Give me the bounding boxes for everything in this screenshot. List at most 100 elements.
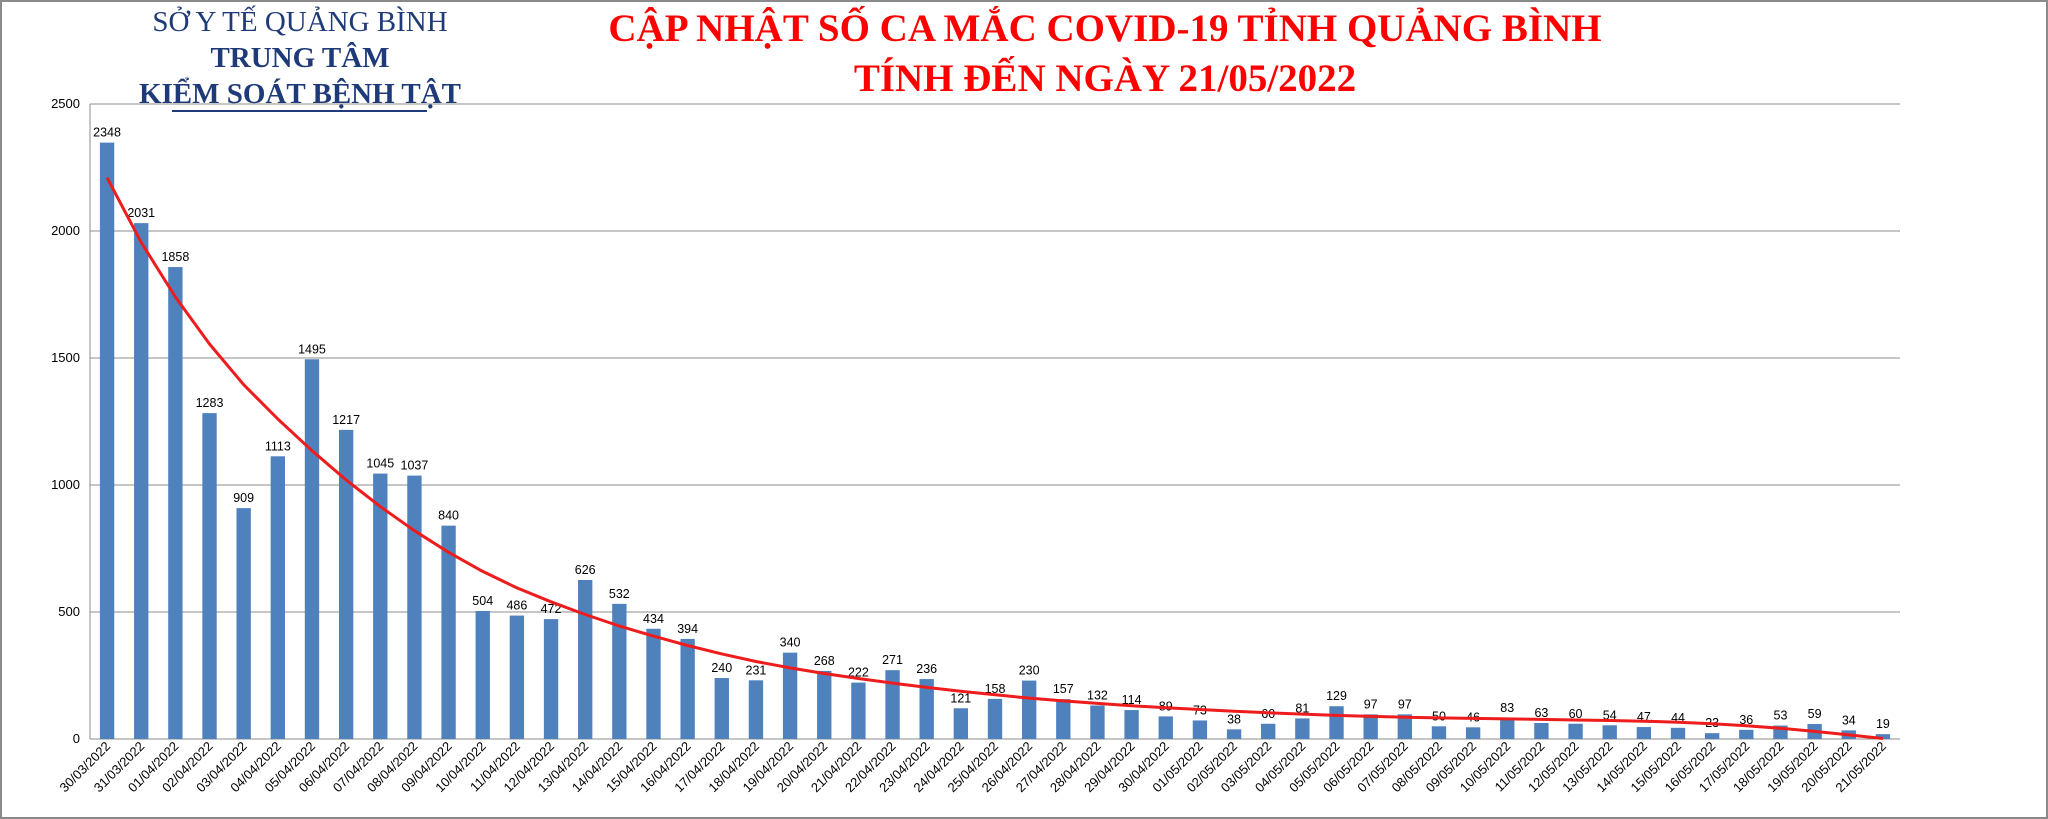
data-label: 236 [916, 662, 937, 676]
bar [1534, 722, 1549, 739]
chart-title-line2: TÍNH ĐẾN NGÀY 21/05/2022 [853, 57, 1357, 100]
data-label: 271 [882, 653, 903, 667]
bar [1397, 714, 1412, 739]
data-label: 1858 [161, 250, 189, 264]
bar [1500, 717, 1515, 739]
data-label: 394 [677, 622, 698, 636]
bar [919, 679, 934, 739]
data-label: 222 [848, 666, 869, 680]
data-label: 132 [1087, 688, 1108, 702]
chart-title: CẬP NHẬT SỐ CA MẮC COVID-19 TỈNH QUẢNG B… [530, 4, 1680, 104]
data-label: 1045 [366, 457, 394, 471]
data-label: 240 [711, 661, 732, 675]
bar [236, 508, 251, 739]
trend-line [105, 177, 1884, 740]
chart-title-line1: CẬP NHẬT SỐ CA MẮC COVID-19 TỈNH QUẢNG B… [608, 7, 1602, 50]
bar [441, 525, 456, 739]
bar [680, 638, 695, 739]
data-label: 840 [438, 509, 459, 523]
org-center-name: KIỂM SOÁT BỆNH TẬT [138, 78, 462, 110]
bar [475, 610, 490, 739]
data-label: 53 [1774, 709, 1788, 723]
bar [1602, 725, 1617, 739]
bar [1329, 706, 1344, 739]
data-label: 158 [985, 682, 1006, 696]
bar [1261, 723, 1276, 739]
bar [99, 142, 115, 739]
bar [1670, 727, 1686, 739]
bar [1192, 720, 1208, 739]
bar [509, 615, 525, 739]
y-tick-label: 2500 [51, 96, 80, 111]
bar [1739, 729, 1754, 739]
data-label: 97 [1364, 697, 1378, 711]
bar [1875, 734, 1891, 739]
y-tick-label: 1500 [51, 350, 80, 365]
data-label: 230 [1019, 664, 1040, 678]
data-label: 129 [1326, 689, 1347, 703]
data-label: 2031 [127, 206, 155, 220]
bar [1158, 716, 1173, 739]
data-label: 59 [1808, 707, 1822, 721]
bar [817, 670, 832, 739]
org-center: TRUNG TÂM [210, 42, 390, 74]
data-label: 121 [950, 691, 971, 705]
org-underline [172, 110, 427, 112]
data-label: 1113 [265, 439, 291, 453]
bar [1568, 723, 1583, 739]
bar [885, 670, 900, 739]
data-label: 2348 [93, 126, 121, 140]
bar [748, 680, 764, 739]
bar [1090, 705, 1105, 739]
y-tick-label: 500 [58, 604, 80, 619]
data-label: 472 [541, 602, 562, 616]
data-label: 268 [814, 654, 835, 668]
data-label: 81 [1295, 701, 1309, 715]
data-label: 19 [1876, 717, 1890, 731]
bar [1363, 714, 1378, 739]
bar [134, 223, 149, 740]
bar [953, 708, 969, 739]
org-department: SỞ Y TẾ QUẢNG BÌNH [152, 6, 448, 38]
data-label: 1495 [298, 342, 326, 356]
bar [270, 456, 286, 739]
data-label: 1283 [196, 396, 224, 410]
data-label: 504 [472, 594, 493, 608]
data-label: 83 [1500, 701, 1514, 715]
bar [1465, 727, 1481, 739]
data-label: 36 [1739, 713, 1753, 727]
bar [1431, 726, 1447, 739]
bar [612, 603, 627, 739]
bar [782, 652, 798, 739]
data-label: 63 [1534, 706, 1548, 720]
data-label: 50 [1432, 709, 1446, 723]
bar [578, 579, 593, 739]
bar [304, 359, 320, 739]
bar [373, 473, 388, 739]
y-tick-label: 2000 [51, 223, 80, 238]
bar [407, 475, 422, 739]
bar [338, 429, 354, 739]
data-label: 532 [609, 587, 630, 601]
y-tick-label: 0 [73, 731, 80, 746]
data-label: 909 [233, 491, 254, 505]
bar [646, 628, 661, 739]
bar [1124, 710, 1139, 739]
bar [1295, 718, 1310, 739]
data-label: 1037 [401, 459, 429, 473]
bar [714, 678, 729, 739]
data-label: 626 [575, 563, 596, 577]
data-label: 34 [1842, 713, 1856, 727]
bar [168, 267, 183, 739]
organization-header: SỞ Y TẾ QUẢNG BÌNH TRUNG TÂM KIỂM SOÁT B… [120, 4, 480, 112]
bar [202, 413, 217, 739]
data-label: 231 [746, 663, 767, 677]
data-label: 1217 [332, 413, 360, 427]
bar [1021, 680, 1037, 739]
data-label: 38 [1227, 712, 1241, 726]
bar [987, 698, 1003, 739]
bar [1636, 727, 1652, 739]
data-label: 97 [1398, 697, 1412, 711]
data-label: 434 [643, 612, 664, 626]
